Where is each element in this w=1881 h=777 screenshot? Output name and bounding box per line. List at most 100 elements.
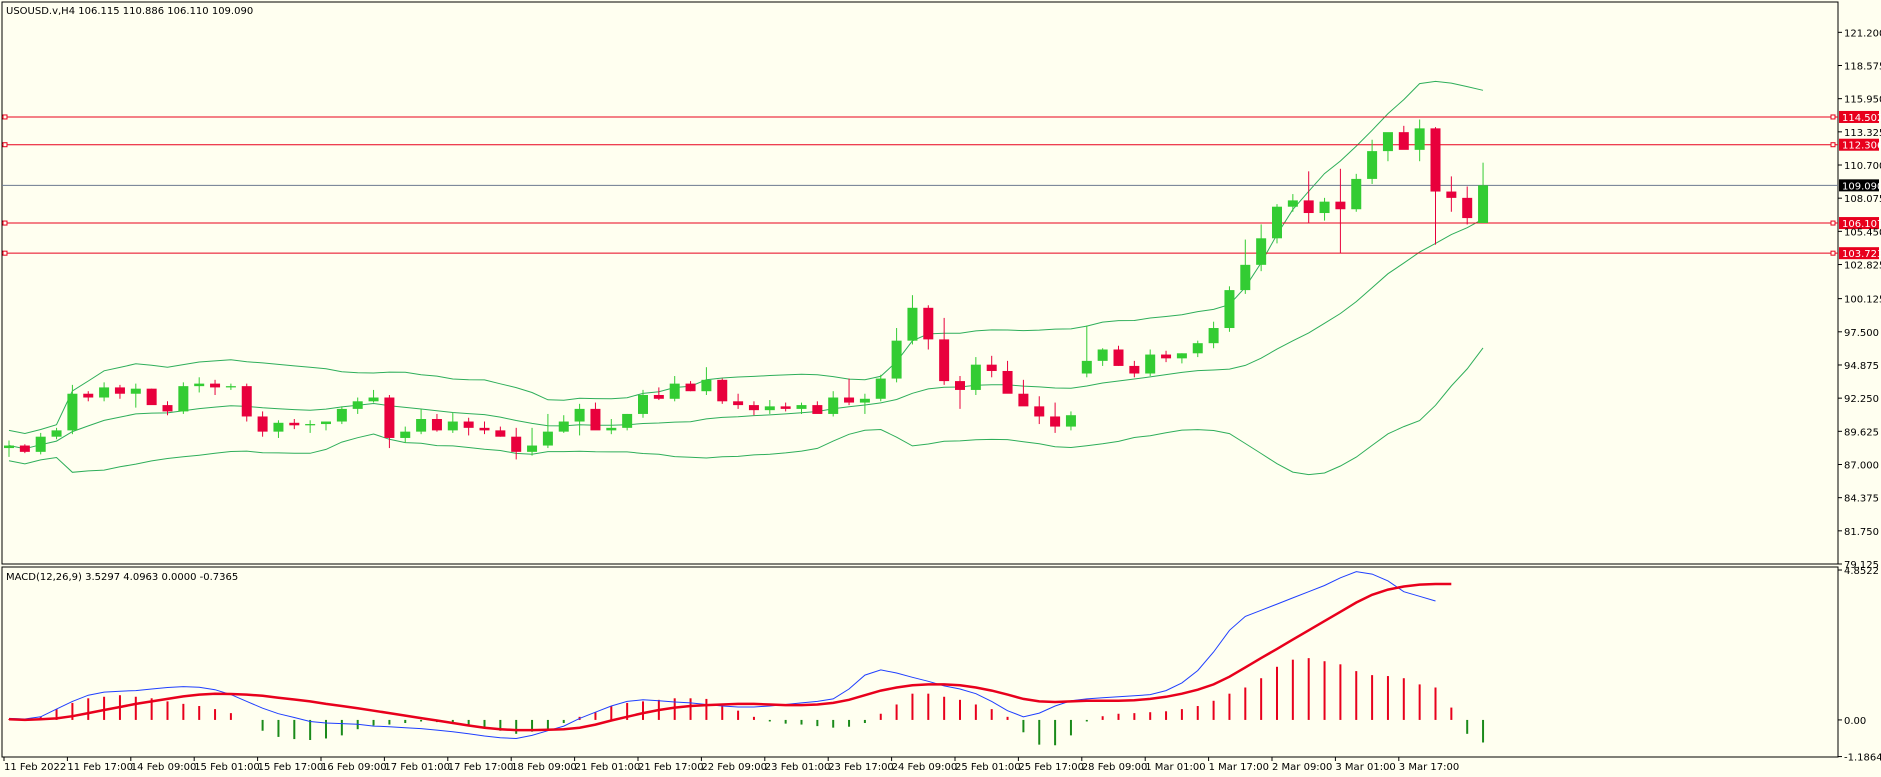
candle-body <box>986 364 997 371</box>
time-x-tick-label: 21 Feb 17:00 <box>638 762 704 773</box>
candle-body <box>368 397 379 402</box>
horizontal-line-price-label: 103.723 <box>1842 249 1881 260</box>
candle-body <box>463 421 474 428</box>
horizontal-line-price-tag <box>1839 247 1879 260</box>
candle-body <box>875 378 886 399</box>
candle-body <box>812 405 823 414</box>
candle-body <box>1176 353 1187 359</box>
macd-y-tick-label: 0.00 <box>1844 716 1866 727</box>
candle-body <box>305 424 316 426</box>
bollinger-middle-band <box>8 218 1484 450</box>
candle-body <box>1256 238 1267 265</box>
time-x-tick-label: 25 Feb 01:00 <box>955 762 1021 773</box>
candle-body <box>99 387 110 398</box>
price-y-tick-label: 102.825 <box>1844 261 1881 272</box>
candle-body <box>733 401 744 406</box>
candle-body <box>1367 151 1378 179</box>
candle-body <box>146 388 157 406</box>
horizontal-line-price-tag <box>1839 110 1879 123</box>
candle-body <box>574 408 585 422</box>
candle-body <box>35 436 46 452</box>
candle-body <box>1129 365 1140 374</box>
candle-body <box>527 445 538 452</box>
horizontal-line-handle <box>1830 250 1836 256</box>
candle-body <box>1145 354 1156 374</box>
candle-body <box>384 397 395 438</box>
candle-body <box>1319 201 1330 214</box>
bollinger-lower-band <box>8 347 1484 476</box>
macd-line <box>8 571 1436 740</box>
candle-body <box>669 383 680 399</box>
time-x-tick-label: 15 Feb 17:00 <box>258 762 324 773</box>
horizontal-line-handle <box>2 114 8 120</box>
candle-body <box>114 387 125 394</box>
horizontal-line-price-label: 112.306 <box>1842 141 1881 152</box>
candle-body <box>939 339 950 382</box>
time-x-tick-label: 3 Mar 01:00 <box>1335 762 1395 773</box>
candle-body <box>162 405 173 412</box>
candle-body <box>701 379 712 392</box>
candle-body <box>558 421 569 432</box>
macd-panel[interactable]: 4.8522 0.00 -1.1864 MACD(12,26,9) 3.5297 4… <box>1 566 1881 764</box>
candle-body <box>178 386 189 412</box>
time-x-tick-label: 1 Mar 01:00 <box>1145 762 1205 773</box>
horizontal-line-handle <box>2 142 8 148</box>
price-y-tick-label: 113.325 <box>1844 128 1881 139</box>
price-panel[interactable]: 114.502 112.306 106.107 103.723 109.090 121.… <box>1 1 1881 571</box>
candle-body <box>210 383 221 388</box>
candle-body <box>321 421 331 425</box>
time-x-tick-label: 1 Mar 17:00 <box>1209 762 1269 773</box>
horizontal-line-handle <box>2 220 8 226</box>
candle-body <box>1335 201 1346 210</box>
current-price-tag <box>1839 179 1879 192</box>
candle-body <box>970 364 981 390</box>
candle-body <box>891 340 902 379</box>
time-x-tick-label: 23 Feb 01:00 <box>765 762 831 773</box>
candle-body <box>194 383 205 387</box>
candle-body <box>51 430 62 437</box>
price-y-tick-label: 108.075 <box>1844 194 1881 205</box>
current-price-label: 109.090 <box>1842 181 1881 192</box>
price-panel-title: USOUSD.v,H4 106.115 110.886 106.110 109.… <box>6 6 253 17</box>
candle-body <box>653 394 664 399</box>
candle-body <box>923 307 934 340</box>
candle-body <box>1430 128 1441 192</box>
time-x-tick-label: 24 Feb 09:00 <box>892 762 958 773</box>
horizontal-line-handle <box>2 250 8 256</box>
candle-body <box>431 418 442 431</box>
horizontal-line-price-label: 114.502 <box>1842 113 1881 124</box>
candle-body <box>1113 349 1124 366</box>
candle-body <box>1018 393 1029 407</box>
candle-body <box>416 418 427 432</box>
time-x-tick-label: 11 Feb 2022 <box>4 762 66 773</box>
candle-body <box>289 422 300 426</box>
candle-body <box>859 398 870 403</box>
horizontal-lines[interactable]: 114.502 112.306 106.107 103.723 109.090 <box>2 110 1881 260</box>
price-y-tick-label: 94.875 <box>1844 361 1879 372</box>
time-x-tick-label: 11 Feb 17:00 <box>67 762 133 773</box>
time-x-tick-label: 14 Feb 09:00 <box>131 762 197 773</box>
horizontal-line-handle <box>1830 114 1836 120</box>
candle-body <box>622 413 633 428</box>
time-x-tick-label: 21 Feb 01:00 <box>575 762 641 773</box>
macd-panel-title: MACD(12,26,9) 3.5297 4.0963 0.0000 -0.73… <box>6 572 238 583</box>
candle-body <box>273 422 284 432</box>
candle-body <box>83 393 94 398</box>
price-panel-frame <box>1 1 1839 565</box>
price-y-tick-label: 79.125 <box>1844 560 1879 571</box>
candle-body <box>1382 132 1393 152</box>
candle-body <box>796 405 807 409</box>
candle-body <box>257 416 268 432</box>
candle-body <box>1161 354 1172 359</box>
candle-body <box>955 381 965 390</box>
candle-body <box>542 431 553 446</box>
candle-body <box>400 431 411 438</box>
price-y-axis: 121.200 118.575 115.950 113.325 110.700 108.0… <box>1838 28 1881 571</box>
candle-body <box>717 379 728 402</box>
price-y-tick-label: 100.125 <box>1844 295 1881 306</box>
candle-body <box>1050 416 1061 427</box>
candle-body <box>447 421 458 431</box>
horizontal-line-price-tag <box>1839 217 1879 230</box>
candle-body <box>907 307 918 341</box>
